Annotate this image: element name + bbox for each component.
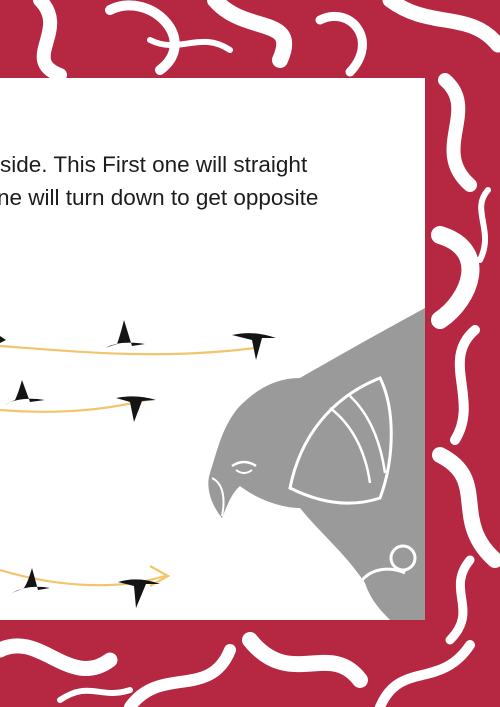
eagle-figure-icon — [208, 308, 425, 620]
bird-silhouette-icon — [116, 396, 156, 422]
story-line-2: ne will turn down to get opposite — [0, 185, 319, 210]
bird-silhouette-icon — [118, 579, 160, 608]
bird-silhouette-icon — [12, 568, 50, 593]
bird-silhouette-icon — [232, 333, 276, 360]
story-panel: side. This First one will straight ne wi… — [0, 78, 425, 620]
bird-silhouette-icon — [0, 336, 6, 343]
bird-silhouette-icon — [5, 380, 45, 405]
flight-path-3 — [0, 568, 166, 587]
story-line-1: side. This First one will straight — [0, 152, 308, 177]
bird-silhouette-icon — [105, 320, 145, 348]
story-text: side. This First one will straight ne wi… — [0, 148, 425, 247]
flight-illustration — [0, 308, 425, 620]
flight-path-1 — [0, 344, 256, 356]
